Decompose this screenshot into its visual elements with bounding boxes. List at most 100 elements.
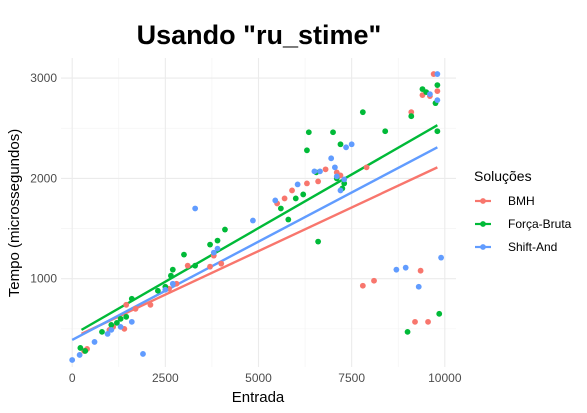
data-point (69, 357, 76, 363)
y-tick-label: 3000 (30, 71, 57, 85)
data-point (154, 287, 161, 294)
data-point (305, 129, 312, 136)
data-point (304, 147, 310, 154)
data-point (214, 245, 221, 252)
data-point (438, 254, 444, 261)
x-tick-label: 0 (69, 371, 76, 385)
legend-label: BMH (508, 194, 535, 208)
data-point (315, 178, 322, 185)
legend-key-point (480, 198, 486, 204)
data-point (371, 277, 377, 284)
data-point (184, 262, 191, 269)
legend-key-point (480, 244, 486, 250)
data-point (311, 168, 318, 175)
data-point (123, 313, 130, 320)
data-point (359, 109, 366, 116)
data-point (337, 141, 344, 148)
data-point (322, 166, 329, 173)
data-point (348, 141, 355, 148)
data-point (104, 330, 111, 337)
data-point (147, 301, 154, 308)
data-point (210, 249, 217, 256)
legend-label: Shift-And (508, 240, 557, 254)
data-point (434, 88, 441, 95)
grid (61, 58, 456, 367)
data-point (82, 348, 89, 354)
data-point (436, 310, 443, 317)
data-point (140, 351, 146, 357)
data-point (434, 82, 441, 88)
trend-line (80, 166, 438, 335)
data-point (333, 173, 340, 180)
data-point (218, 260, 225, 267)
x-tick-label: 7500 (338, 371, 365, 385)
data-point (181, 251, 187, 258)
data-point (337, 187, 344, 194)
data-point (128, 295, 135, 302)
x-tick-label: 10000 (428, 371, 462, 385)
data-point (277, 205, 284, 212)
data-point (207, 263, 213, 270)
data-point (408, 109, 415, 116)
x-tick-label: 2500 (152, 371, 179, 385)
data-point (162, 286, 169, 293)
data-point (168, 272, 174, 279)
x-axis-title: Entrada (232, 389, 285, 406)
data-point (363, 164, 370, 171)
data-point (285, 216, 292, 223)
data-point (281, 195, 288, 202)
data-point (434, 71, 441, 77)
data-point (317, 168, 323, 175)
data-point (341, 176, 348, 183)
x-axis-ticks: 0 2500 5000 7500 10000 (69, 371, 462, 385)
data-point (434, 97, 441, 104)
data-point (402, 264, 409, 271)
data-point (359, 282, 366, 289)
data-point (330, 129, 336, 136)
data-point (415, 283, 422, 290)
x-tick-label: 5000 (245, 371, 272, 385)
data-point (292, 195, 299, 202)
data-point (315, 238, 322, 245)
data-point (192, 262, 199, 269)
data-point (404, 328, 411, 335)
data-point (328, 155, 335, 162)
data-point (272, 197, 279, 204)
data-point (250, 217, 256, 224)
data-point (76, 352, 83, 358)
data-point (192, 205, 199, 212)
data-point (304, 180, 310, 187)
chart-title: Usando "ru_stime" (137, 20, 382, 50)
data-point (341, 180, 348, 187)
data-point (425, 318, 431, 325)
data-point (382, 128, 389, 135)
data-point (393, 266, 400, 273)
data-point (77, 345, 84, 351)
y-axis-title: Tempo (microssegundos) (6, 129, 23, 297)
data-point (427, 91, 433, 98)
data-point (417, 267, 424, 274)
data-point (408, 113, 415, 120)
data-point (331, 164, 338, 171)
y-tick-label: 1000 (30, 272, 57, 286)
data-point (108, 326, 115, 333)
data-point (214, 237, 221, 244)
y-tick-label: 2000 (30, 171, 57, 185)
data-point (99, 328, 105, 335)
legend-label: Força-Bruta (508, 217, 572, 231)
legend-key-point (480, 221, 486, 227)
data-point (128, 318, 135, 325)
data-point (123, 301, 130, 308)
data-point (117, 323, 124, 330)
data-point (207, 241, 213, 248)
y-axis-ticks: 1000 2000 3000 (30, 71, 57, 286)
data-points (69, 71, 444, 363)
legend: Soluções BMH Força-Bruta Shift-And (474, 168, 572, 254)
trend-line (80, 124, 438, 331)
data-point (169, 266, 176, 273)
data-point (434, 128, 441, 135)
data-point (117, 315, 124, 322)
data-point (300, 191, 307, 198)
